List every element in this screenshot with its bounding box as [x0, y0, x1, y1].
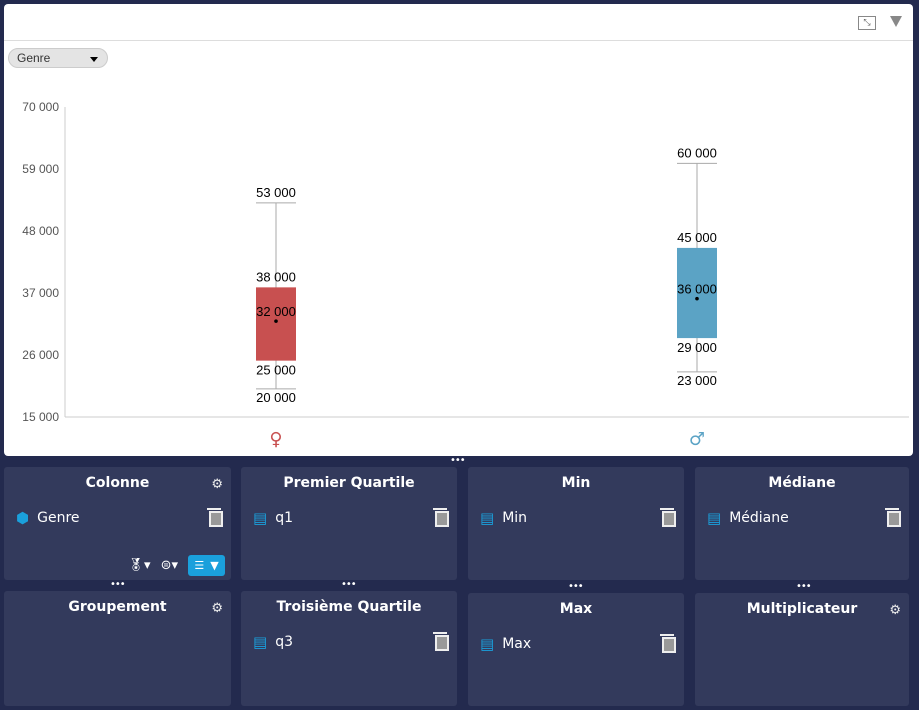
q1-label: 25 000	[256, 363, 296, 378]
panel-premier-quartile[interactable]: Premier Quartile ▤ q1	[241, 467, 457, 580]
box-female	[256, 287, 296, 361]
chart-panel: ⤡ Genre 15 000 26 000 37 000 48 000 59 000 70…	[4, 4, 913, 456]
panel-title: Min	[561, 475, 591, 491]
panel-title: Groupement	[68, 599, 167, 615]
q3-label: 38 000	[256, 269, 296, 284]
field-item[interactable]: ▤ Min	[480, 509, 527, 527]
resize-handle[interactable]: •••	[341, 579, 357, 590]
panel-title: Multiplicateur	[746, 601, 858, 617]
median-dot	[695, 296, 699, 301]
panel-title: Max	[559, 601, 593, 617]
field-item[interactable]: ⬢ Genre	[16, 509, 80, 527]
panel-troisieme-quartile[interactable]: Troisième Quartile ▤ q3	[241, 591, 457, 706]
panel-title: Colonne	[85, 475, 150, 491]
boxplot-chart: 15 000 26 000 37 000 48 000 59 000 70 000 53 0…	[22, 100, 909, 450]
category-symbol-male: ♂	[689, 429, 705, 450]
menu-dropdown-icon[interactable]	[890, 16, 902, 27]
resize-handle[interactable]: •••	[110, 579, 126, 590]
cube-icon: ⬢	[16, 509, 30, 527]
panel-max[interactable]: Max ▤ Max	[468, 593, 684, 706]
field-label: Max	[502, 636, 532, 652]
category-symbol-female: ♀	[269, 429, 282, 450]
y-tick-label: 26 000	[22, 348, 59, 362]
resize-handle[interactable]: •••	[450, 455, 466, 466]
measure-icon: ▤	[707, 509, 722, 527]
genre-filter-select[interactable]: Genre	[8, 48, 108, 68]
equals-filter-icon[interactable]: ⊜▾	[160, 558, 178, 573]
measure-icon: ▤	[253, 509, 268, 527]
chevron-down-icon	[90, 57, 98, 62]
expand-icon[interactable]: ⤡	[858, 16, 876, 30]
box-male	[677, 247, 717, 339]
panel-title: Médiane	[768, 475, 836, 491]
measure-icon: ▤	[480, 635, 495, 653]
field-label: Genre	[37, 510, 80, 526]
select-value: Genre	[17, 51, 51, 65]
resize-handle[interactable]: •••	[568, 581, 584, 592]
trash-icon[interactable]	[433, 632, 449, 651]
median-label: 32 000	[256, 304, 296, 319]
trash-icon[interactable]	[660, 634, 676, 653]
field-item[interactable]: ▤ Max	[480, 635, 531, 653]
field-label: q1	[275, 510, 293, 526]
trash-icon[interactable]	[660, 508, 676, 527]
median-dot	[274, 319, 278, 323]
trash-icon[interactable]	[433, 508, 449, 527]
chart-header: ⤡	[4, 4, 913, 41]
trash-icon[interactable]	[207, 508, 223, 527]
q1-label: 29 000	[677, 340, 717, 355]
measure-icon: ▤	[253, 633, 268, 651]
resize-handle[interactable]: •••	[796, 581, 812, 592]
y-tick-label: 70 000	[22, 100, 59, 114]
field-item[interactable]: ▤ q3	[253, 633, 293, 651]
field-item[interactable]: ▤ Médiane	[707, 509, 789, 527]
y-tick-label: 59 000	[22, 162, 59, 176]
sort-bar-button[interactable]: ☰ ▼	[188, 555, 225, 576]
gears-icon[interactable]: ⚙	[889, 603, 901, 618]
panel-title: Troisième Quartile	[276, 599, 422, 615]
min-label: 23 000	[677, 373, 717, 388]
gears-icon[interactable]: ⚙	[211, 601, 223, 616]
field-label: Min	[502, 510, 528, 526]
panel-colonne[interactable]: Colonne ⚙ ⬢ Genre 🏅︎▾ ⊜▾ ☰ ▼	[4, 467, 231, 580]
max-label: 53 000	[256, 185, 296, 200]
min-label: 20 000	[256, 390, 296, 405]
q3-label: 45 000	[677, 230, 717, 245]
trash-icon[interactable]	[885, 508, 901, 527]
measure-icon: ▤	[480, 509, 495, 527]
y-tick-label: 48 000	[22, 224, 59, 238]
field-label: q3	[275, 634, 293, 650]
bars-icon: ☰	[194, 559, 205, 572]
panel-title: Premier Quartile	[283, 475, 415, 491]
y-tick-label: 37 000	[22, 286, 59, 300]
field-label: Médiane	[729, 510, 789, 526]
rank-medal-icon[interactable]: 🏅︎▾	[127, 558, 151, 573]
panel-multiplicateur[interactable]: Multiplicateur ⚙	[695, 593, 909, 706]
max-label: 60 000	[677, 145, 717, 160]
panel-groupement[interactable]: Groupement ⚙	[4, 591, 231, 706]
triangle-down-icon: ▼	[210, 559, 219, 572]
gears-icon[interactable]: ⚙	[211, 477, 223, 492]
panel-mediane[interactable]: Médiane ▤ Médiane	[695, 467, 909, 580]
panel-min[interactable]: Min ▤ Min	[468, 467, 684, 580]
field-item[interactable]: ▤ q1	[253, 509, 293, 527]
median-label: 36 000	[677, 282, 717, 297]
y-tick-label: 15 000	[22, 410, 59, 424]
